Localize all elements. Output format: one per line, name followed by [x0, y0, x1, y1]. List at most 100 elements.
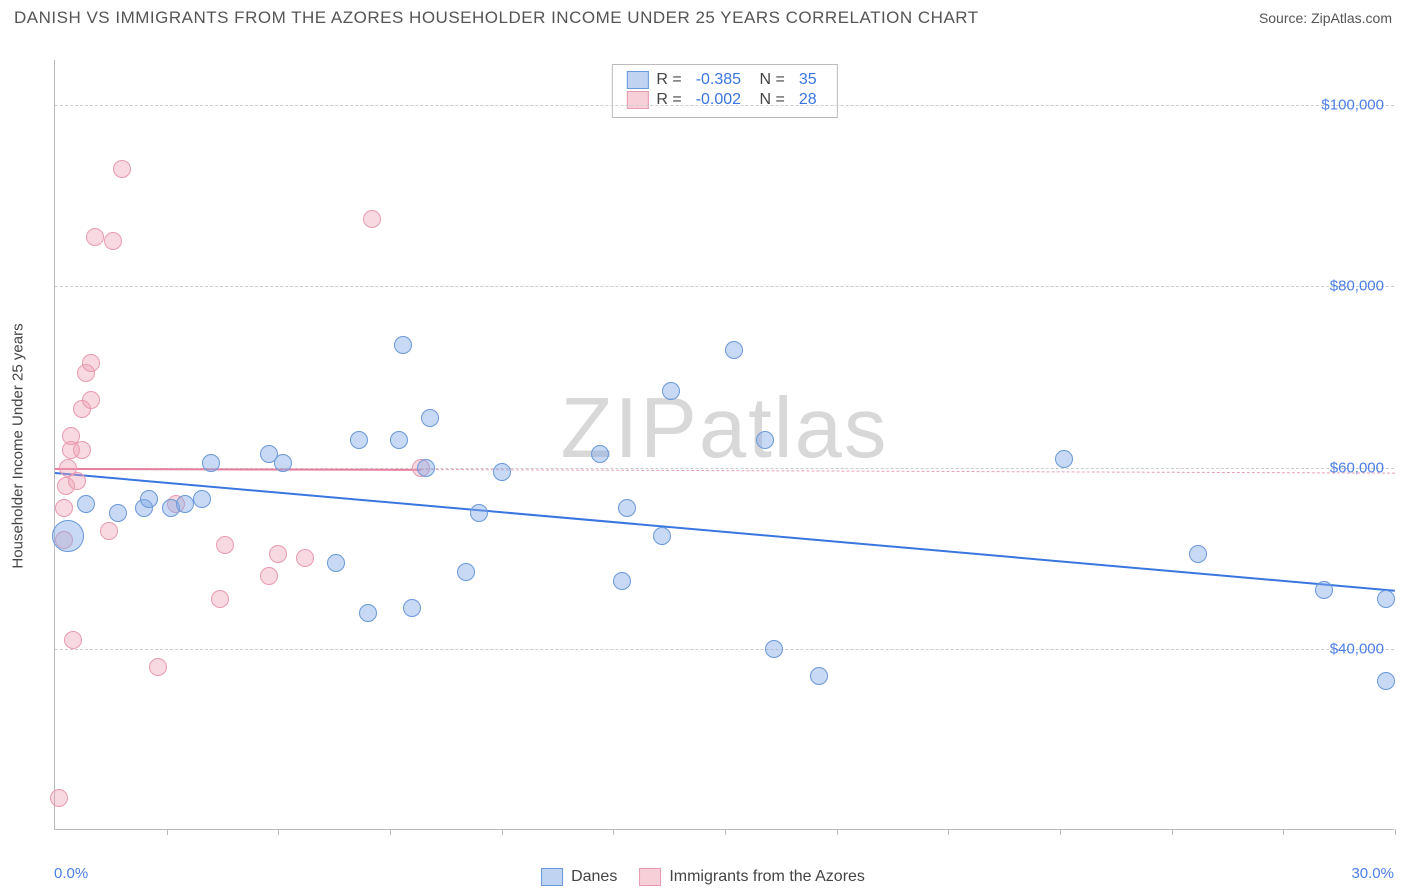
- gridline: [55, 105, 1394, 106]
- swatch-blue: [626, 71, 648, 89]
- data-point-blue: [457, 563, 475, 581]
- data-point-pink: [82, 354, 100, 372]
- data-point-blue: [359, 604, 377, 622]
- data-point-blue: [765, 640, 783, 658]
- stats-r-label: R =: [656, 91, 681, 109]
- data-point-pink: [50, 789, 68, 807]
- data-point-pink: [55, 499, 73, 517]
- data-point-pink: [296, 549, 314, 567]
- legend-blue-label: Danes: [571, 868, 617, 886]
- trend-line-pink-dash: [421, 469, 1395, 474]
- data-point-blue: [725, 341, 743, 359]
- data-point-blue: [327, 554, 345, 572]
- xtick: [948, 829, 949, 835]
- legend-item-pink: Immigrants from the Azores: [639, 868, 865, 886]
- swatch-pink: [639, 868, 661, 886]
- x-min-label: 0.0%: [54, 865, 88, 882]
- data-point-blue: [417, 459, 435, 477]
- data-point-blue: [613, 572, 631, 590]
- header: DANISH VS IMMIGRANTS FROM THE AZORES HOU…: [0, 0, 1406, 34]
- plot-area: ZIPatlas R = -0.385 N = 35 R = -0.002 N …: [54, 60, 1394, 830]
- trend-line-pink-solid: [55, 468, 421, 471]
- data-point-pink: [149, 658, 167, 676]
- data-point-blue: [109, 504, 127, 522]
- stats-r-label: R =: [656, 71, 681, 89]
- xtick: [1060, 829, 1061, 835]
- stats-pink-r: -0.002: [696, 91, 741, 109]
- data-point-blue: [390, 431, 408, 449]
- xtick: [278, 829, 279, 835]
- data-point-blue: [193, 490, 211, 508]
- x-max-label: 30.0%: [1351, 865, 1394, 882]
- xtick: [1172, 829, 1173, 835]
- data-point-blue: [140, 490, 158, 508]
- data-point-blue: [176, 495, 194, 513]
- data-point-blue: [202, 454, 220, 472]
- data-point-pink: [82, 391, 100, 409]
- data-point-pink: [211, 590, 229, 608]
- trend-line-blue: [55, 472, 1395, 592]
- stats-row-pink: R = -0.002 N = 28: [626, 91, 822, 109]
- gridline: [55, 286, 1394, 287]
- data-point-blue: [756, 431, 774, 449]
- swatch-blue: [541, 868, 563, 886]
- stats-n-label: N =: [755, 91, 785, 109]
- data-point-pink: [73, 441, 91, 459]
- stats-legend-box: R = -0.385 N = 35 R = -0.002 N = 28: [611, 64, 837, 118]
- data-point-pink: [104, 232, 122, 250]
- data-point-blue: [274, 454, 292, 472]
- data-point-blue: [662, 382, 680, 400]
- legend-item-blue: Danes: [541, 868, 617, 886]
- stats-blue-n: 35: [799, 71, 817, 89]
- data-point-pink: [260, 567, 278, 585]
- xtick: [725, 829, 726, 835]
- swatch-pink: [626, 91, 648, 109]
- data-point-blue: [1055, 450, 1073, 468]
- data-point-pink: [100, 522, 118, 540]
- xtick: [390, 829, 391, 835]
- chart-title: DANISH VS IMMIGRANTS FROM THE AZORES HOU…: [14, 8, 979, 28]
- ytick-label: $80,000: [1330, 278, 1384, 295]
- stats-blue-r: -0.385: [696, 71, 741, 89]
- data-point-blue: [618, 499, 636, 517]
- ytick-label: $40,000: [1330, 640, 1384, 657]
- data-point-blue: [1315, 581, 1333, 599]
- stats-pink-n: 28: [799, 91, 817, 109]
- ytick-label: $100,000: [1321, 97, 1384, 114]
- data-point-blue: [77, 495, 95, 513]
- data-point-blue: [421, 409, 439, 427]
- data-point-blue: [403, 599, 421, 617]
- source-attribution: Source: ZipAtlas.com: [1259, 10, 1392, 26]
- data-point-pink: [113, 160, 131, 178]
- data-point-pink: [86, 228, 104, 246]
- data-point-blue: [350, 431, 368, 449]
- ytick-label: $60,000: [1330, 459, 1384, 476]
- data-point-pink: [68, 472, 86, 490]
- xtick: [837, 829, 838, 835]
- data-point-pink: [216, 536, 234, 554]
- watermark: ZIPatlas: [561, 380, 889, 478]
- data-point-pink: [64, 631, 82, 649]
- xtick: [167, 829, 168, 835]
- data-point-blue: [394, 336, 412, 354]
- data-point-pink: [269, 545, 287, 563]
- data-point-blue: [1377, 590, 1395, 608]
- stats-n-label: N =: [755, 71, 785, 89]
- bottom-legend: Danes Immigrants from the Azores: [541, 868, 865, 886]
- data-point-blue: [810, 667, 828, 685]
- data-point-blue: [1189, 545, 1207, 563]
- xtick: [502, 829, 503, 835]
- gridline: [55, 649, 1394, 650]
- y-axis-label: Householder Income Under 25 years: [10, 323, 27, 568]
- data-point-pink: [363, 210, 381, 228]
- data-point-blue: [493, 463, 511, 481]
- stats-row-blue: R = -0.385 N = 35: [626, 71, 822, 89]
- data-point-blue: [1377, 672, 1395, 690]
- chart-container: DANISH VS IMMIGRANTS FROM THE AZORES HOU…: [0, 0, 1406, 892]
- xtick: [1395, 829, 1396, 835]
- xtick: [1283, 829, 1284, 835]
- data-point-blue: [470, 504, 488, 522]
- legend-pink-label: Immigrants from the Azores: [669, 868, 865, 886]
- data-point-blue: [653, 527, 671, 545]
- xtick: [613, 829, 614, 835]
